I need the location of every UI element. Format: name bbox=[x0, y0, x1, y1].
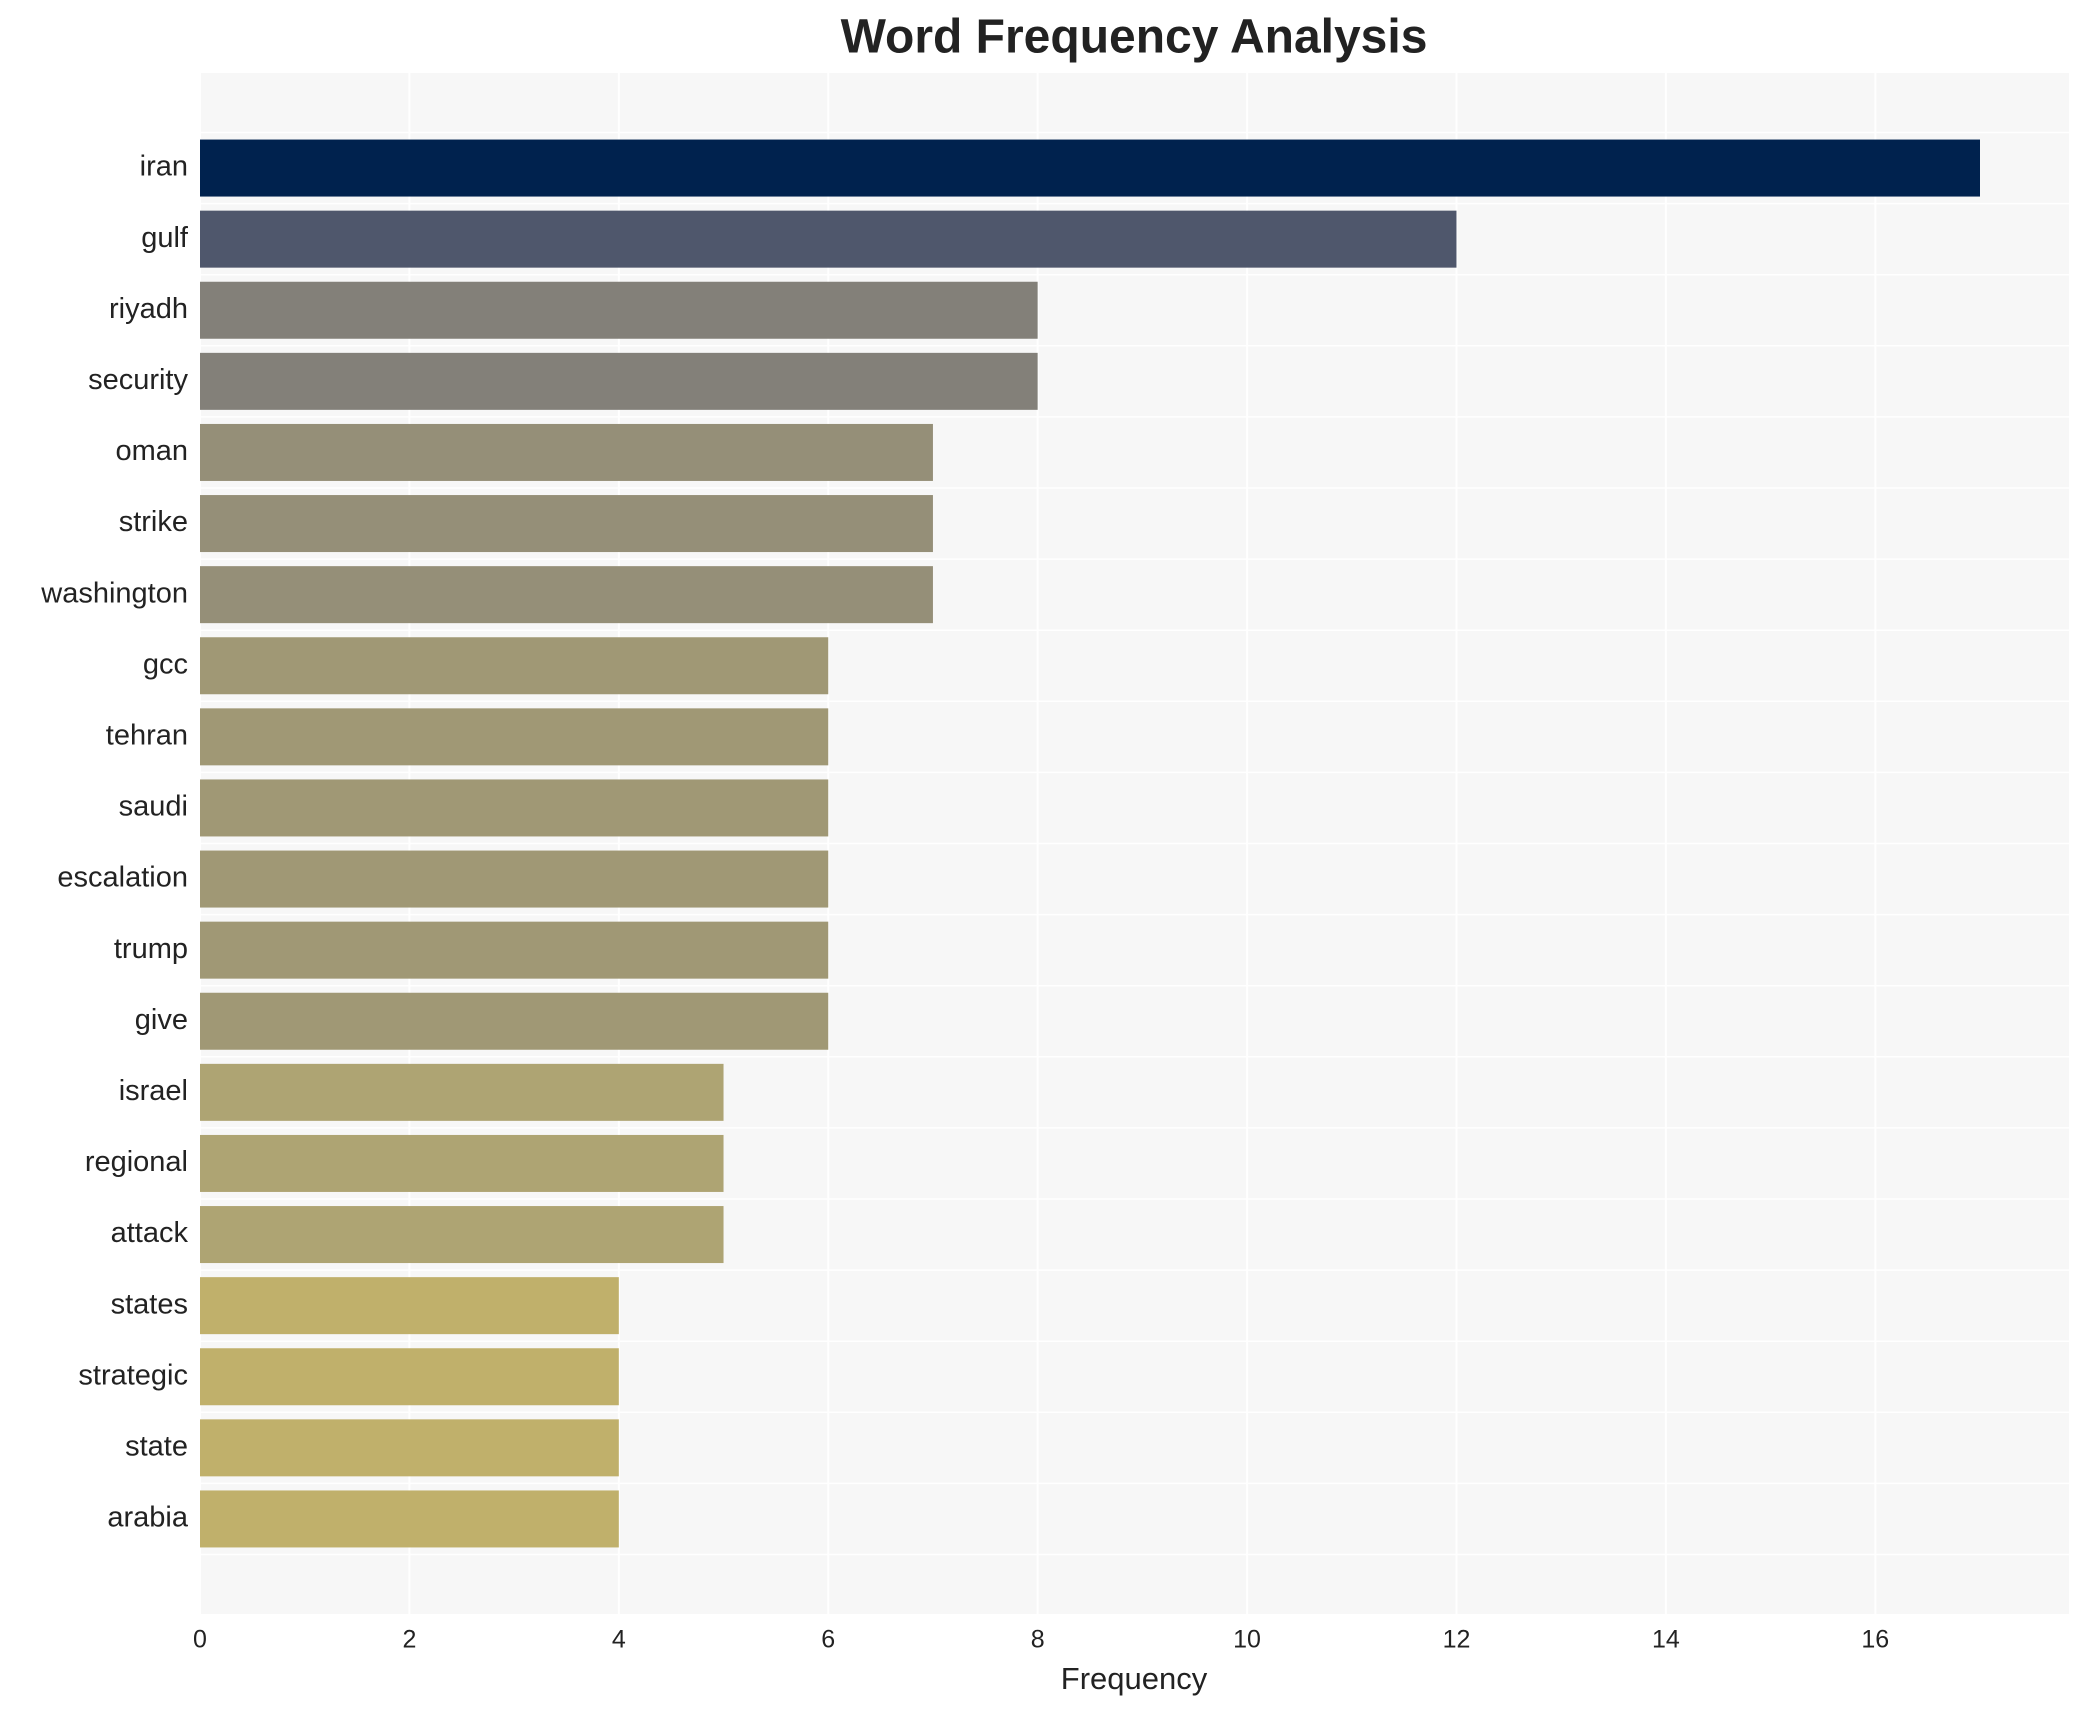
bar bbox=[200, 708, 829, 766]
bar bbox=[200, 352, 1038, 410]
bar bbox=[200, 850, 829, 908]
y-tick-label: gulf bbox=[141, 222, 189, 254]
bar bbox=[200, 1063, 724, 1121]
y-tick-label: strike bbox=[119, 506, 188, 538]
y-tick-label: state bbox=[125, 1431, 188, 1463]
y-tick-label: washington bbox=[40, 577, 188, 609]
y-tick-label: arabia bbox=[107, 1502, 188, 1534]
bar bbox=[200, 495, 933, 553]
y-tick-label: states bbox=[111, 1288, 188, 1320]
y-tick-label: tehran bbox=[106, 720, 188, 752]
chart-title: Word Frequency Analysis bbox=[841, 11, 1428, 64]
y-tick-label: riyadh bbox=[109, 293, 188, 325]
bar bbox=[200, 637, 829, 695]
bar bbox=[200, 139, 1980, 197]
y-tick-label: strategic bbox=[78, 1359, 188, 1391]
x-tick-label: 8 bbox=[1031, 1626, 1045, 1654]
y-tick-label: give bbox=[135, 1004, 188, 1036]
bar bbox=[200, 1206, 724, 1264]
y-tick-label: iran bbox=[140, 151, 188, 183]
bar bbox=[200, 423, 933, 481]
y-tick-label: gcc bbox=[143, 648, 188, 680]
x-tick-label: 14 bbox=[1652, 1626, 1680, 1654]
y-tick-label: trump bbox=[114, 933, 188, 965]
y-tick-label: israel bbox=[119, 1075, 188, 1107]
y-tick-label: oman bbox=[115, 435, 188, 467]
bar bbox=[200, 1277, 619, 1335]
bar bbox=[200, 1348, 619, 1406]
x-tick-label: 16 bbox=[1861, 1626, 1889, 1654]
bar bbox=[200, 1490, 619, 1548]
y-tick-label: regional bbox=[85, 1146, 188, 1178]
bar bbox=[200, 281, 1038, 339]
y-tick-label: security bbox=[88, 364, 188, 396]
bar bbox=[200, 1134, 724, 1192]
x-tick-label: 0 bbox=[193, 1626, 207, 1654]
bar bbox=[200, 566, 933, 624]
x-tick-label: 6 bbox=[821, 1626, 835, 1654]
bar bbox=[200, 210, 1457, 268]
x-axis-label: Frequency bbox=[1061, 1661, 1208, 1696]
x-tick-label: 10 bbox=[1233, 1626, 1261, 1654]
x-tick-label: 4 bbox=[612, 1626, 626, 1654]
bar bbox=[200, 921, 829, 979]
bar bbox=[200, 779, 829, 837]
x-tick-label: 12 bbox=[1443, 1626, 1471, 1654]
x-tick-label: 2 bbox=[402, 1626, 416, 1654]
y-tick-label: saudi bbox=[119, 791, 188, 823]
bar bbox=[200, 992, 829, 1050]
y-tick-label: attack bbox=[111, 1217, 189, 1249]
y-tick-label: escalation bbox=[57, 862, 188, 894]
bar bbox=[200, 1419, 619, 1477]
